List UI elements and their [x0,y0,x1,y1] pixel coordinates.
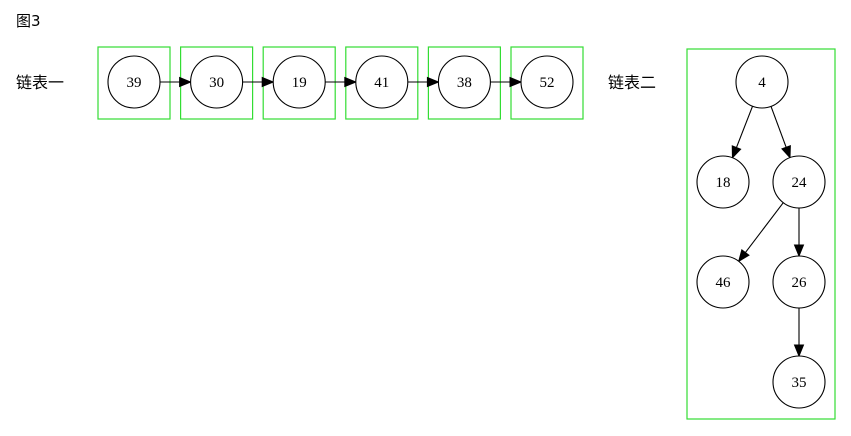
list2-node-circle [735,55,789,109]
list1-node-label: 41 [374,75,389,91]
list2-edge [770,106,791,159]
figure-title: 图3 [16,12,41,30]
list2-node: 35 [772,355,826,409]
list2-edge [731,106,754,160]
list2-node-label: 26 [792,275,808,291]
list1-node: 39 [107,55,161,109]
list1-arrow [325,76,358,88]
list1-arrow [242,76,275,88]
list2-node-label: 46 [716,275,732,291]
list2-node: 18 [696,155,750,209]
list2-nodes: 4 18 24 46 26 35 [696,55,826,409]
list2-node-label: 35 [792,375,807,391]
list1-arrow [160,76,192,88]
list1-node-circle [272,55,326,109]
list2-node-label: 4 [758,75,766,91]
list1-node-label: 38 [457,75,472,91]
list2-node: 26 [772,255,826,309]
list2-node-circle [772,155,826,209]
list2-label: 链表二 [608,73,656,92]
list1-node-label: 30 [209,75,224,91]
list2-edge [793,308,805,358]
list2-node-circle [772,355,826,409]
list1-node: 30 [190,55,244,109]
list1-node-label: 19 [292,75,307,91]
list1-node-circle [437,55,491,109]
list2-node-circle [696,155,750,209]
list1-node-circle [355,55,409,109]
list1-label: 链表一 [16,73,64,92]
list2-node-label: 24 [792,175,808,191]
list1-chain: 39 30 19 41 38 52 [97,46,584,120]
list2-edge [737,202,784,263]
list1-node: 52 [520,55,574,109]
list1-box [97,46,171,120]
list2-box [686,48,836,420]
list1-node: 19 [272,55,326,109]
list2-node-circle [696,255,750,309]
list1-node-label: 39 [127,75,142,91]
list2-edges [731,106,805,358]
list1-node-label: 52 [540,75,555,91]
list1-arrow [407,76,440,88]
list2-node: 46 [696,255,750,309]
list1-node-circle [520,55,574,109]
list2-node: 24 [772,155,826,209]
list2-node-label: 18 [716,175,731,191]
list1-node-circle [190,55,244,109]
list1-node: 41 [355,55,409,109]
list2-edge [793,208,805,258]
list1-arrow [490,76,523,88]
list2-node-circle [772,255,826,309]
list2-node: 4 [735,55,789,109]
list1-node: 38 [437,55,491,109]
list1-node-circle [107,55,161,109]
